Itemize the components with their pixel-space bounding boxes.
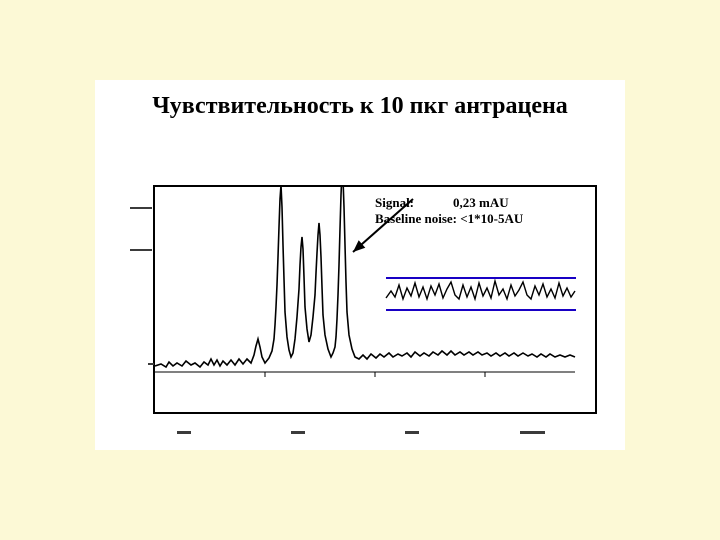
signal-annotation: Signal: 0,23 mAU Baseline noise: <1*10-5… (375, 195, 523, 228)
ytick (148, 363, 154, 365)
inset-top-line (386, 277, 576, 279)
xtick (520, 431, 545, 434)
noise-inset-trace (386, 281, 575, 299)
xtick (177, 431, 191, 434)
xtick (405, 431, 419, 434)
chromatogram-chart: Signal: 0,23 mAU Baseline noise: <1*10-5… (153, 185, 597, 414)
inset-bottom-line (386, 309, 576, 311)
slide-panel: Чувствительность к 10 пкг антрацена (95, 80, 625, 450)
xtick (291, 431, 305, 434)
ytick (130, 207, 152, 209)
slide-title: Чувствительность к 10 пкг антрацена (95, 93, 625, 120)
ytick (130, 249, 152, 251)
